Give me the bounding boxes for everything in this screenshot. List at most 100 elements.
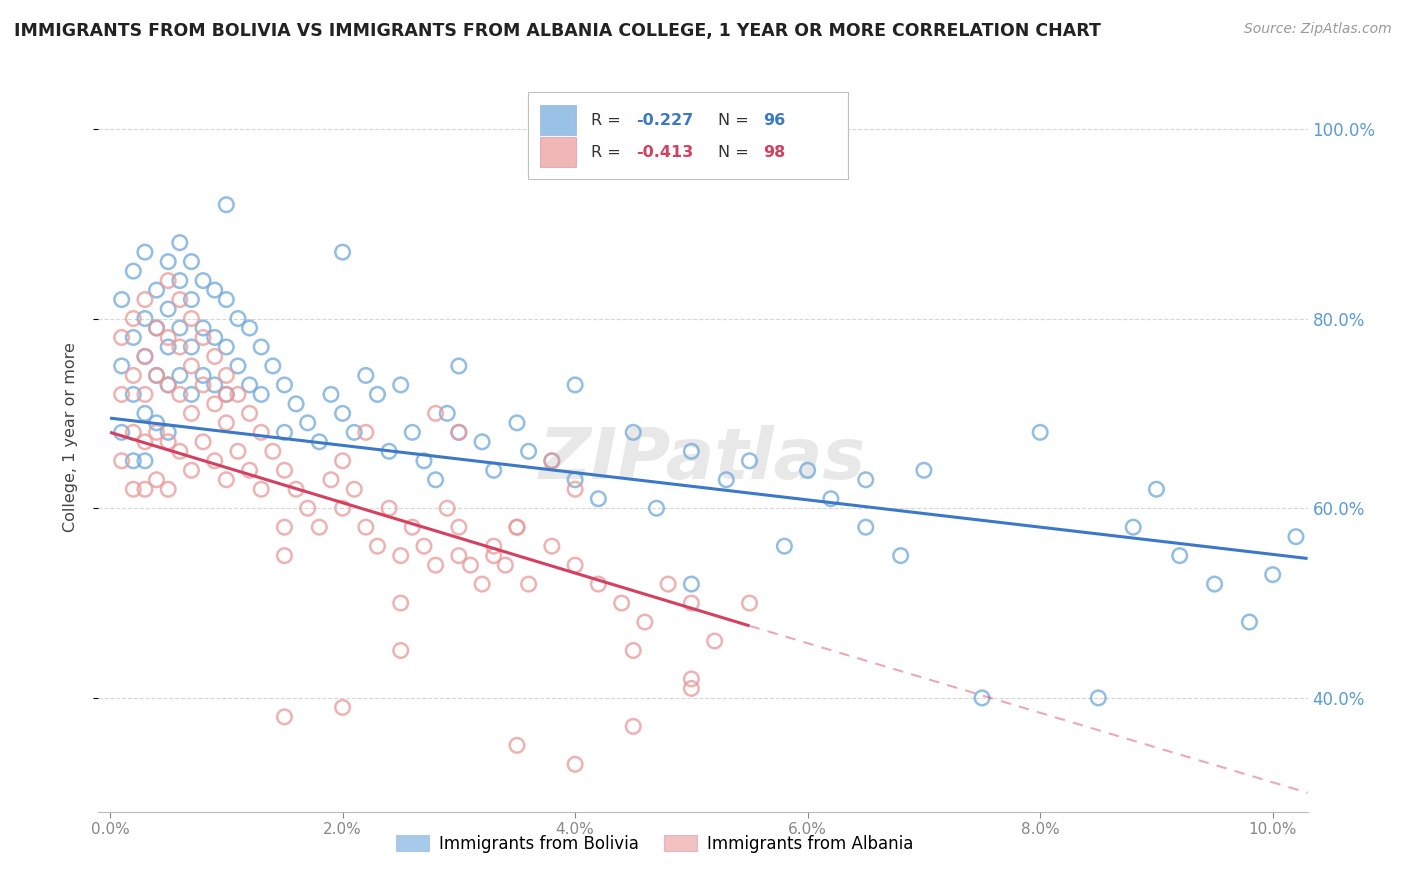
Point — [180, 359, 202, 373]
Text: N =: N = — [717, 145, 754, 160]
Point — [1122, 520, 1144, 534]
Point — [645, 501, 668, 516]
Point — [588, 577, 610, 591]
Point — [1239, 615, 1261, 629]
Point — [366, 387, 388, 401]
Point — [681, 444, 703, 458]
Point — [564, 757, 586, 772]
Point — [157, 425, 180, 440]
Point — [425, 473, 447, 487]
Point — [588, 491, 610, 506]
Text: Source: ZipAtlas.com: Source: ZipAtlas.com — [1244, 22, 1392, 37]
Point — [401, 520, 423, 534]
Point — [471, 434, 494, 449]
Point — [564, 482, 586, 496]
Point — [145, 368, 167, 383]
Point — [308, 434, 330, 449]
Point — [145, 368, 167, 383]
Point — [180, 406, 202, 420]
Point — [215, 197, 238, 211]
Point — [191, 378, 214, 392]
Point — [250, 387, 273, 401]
Point — [204, 350, 226, 364]
Point — [226, 359, 249, 373]
Point — [657, 577, 679, 591]
Point — [436, 406, 458, 420]
Text: N =: N = — [717, 112, 754, 128]
Text: R =: R = — [591, 145, 626, 160]
Point — [540, 454, 562, 468]
Point — [389, 378, 412, 392]
Point — [634, 615, 657, 629]
Point — [134, 311, 156, 326]
Point — [273, 463, 295, 477]
Point — [389, 549, 412, 563]
Point — [157, 482, 180, 496]
Point — [308, 520, 330, 534]
Point — [215, 340, 238, 354]
Point — [354, 520, 377, 534]
Point — [506, 416, 529, 430]
Point — [1261, 567, 1284, 582]
Point — [285, 397, 308, 411]
Point — [738, 596, 761, 610]
Point — [319, 387, 342, 401]
Point — [122, 368, 145, 383]
Point — [157, 434, 180, 449]
Point — [332, 700, 354, 714]
Point — [681, 596, 703, 610]
Point — [610, 596, 633, 610]
Point — [215, 416, 238, 430]
Point — [413, 539, 436, 553]
Point — [285, 482, 308, 496]
Point — [425, 406, 447, 420]
Point — [111, 454, 134, 468]
Point — [180, 293, 202, 307]
Point — [681, 577, 703, 591]
Bar — [540, 105, 576, 135]
Point — [239, 463, 262, 477]
Point — [681, 672, 703, 686]
Point — [215, 368, 238, 383]
Point — [134, 482, 156, 496]
Point — [773, 539, 796, 553]
Point — [145, 425, 167, 440]
Point — [506, 520, 529, 534]
Point — [273, 378, 295, 392]
Point — [460, 558, 482, 573]
Point — [297, 501, 319, 516]
Point — [169, 340, 191, 354]
Point — [169, 235, 191, 250]
Point — [447, 425, 470, 440]
Text: ZIPatlas: ZIPatlas — [540, 425, 866, 494]
Point — [215, 473, 238, 487]
Point — [226, 387, 249, 401]
Point — [343, 425, 366, 440]
Text: -0.227: -0.227 — [637, 112, 693, 128]
Point — [157, 301, 180, 316]
Point — [366, 539, 388, 553]
Point — [122, 425, 145, 440]
Point — [215, 293, 238, 307]
Point — [122, 330, 145, 344]
Point — [145, 321, 167, 335]
Point — [425, 558, 447, 573]
Point — [738, 454, 761, 468]
Point — [378, 501, 401, 516]
Point — [564, 558, 586, 573]
Point — [226, 311, 249, 326]
Point — [273, 549, 295, 563]
Point — [389, 596, 412, 610]
Point — [250, 482, 273, 496]
Point — [134, 454, 156, 468]
Point — [226, 444, 249, 458]
Point — [145, 416, 167, 430]
Point — [157, 378, 180, 392]
Point — [157, 254, 180, 268]
Point — [169, 387, 191, 401]
Point — [180, 387, 202, 401]
Point — [180, 463, 202, 477]
Point — [111, 387, 134, 401]
Point — [169, 321, 191, 335]
Point — [517, 444, 540, 458]
